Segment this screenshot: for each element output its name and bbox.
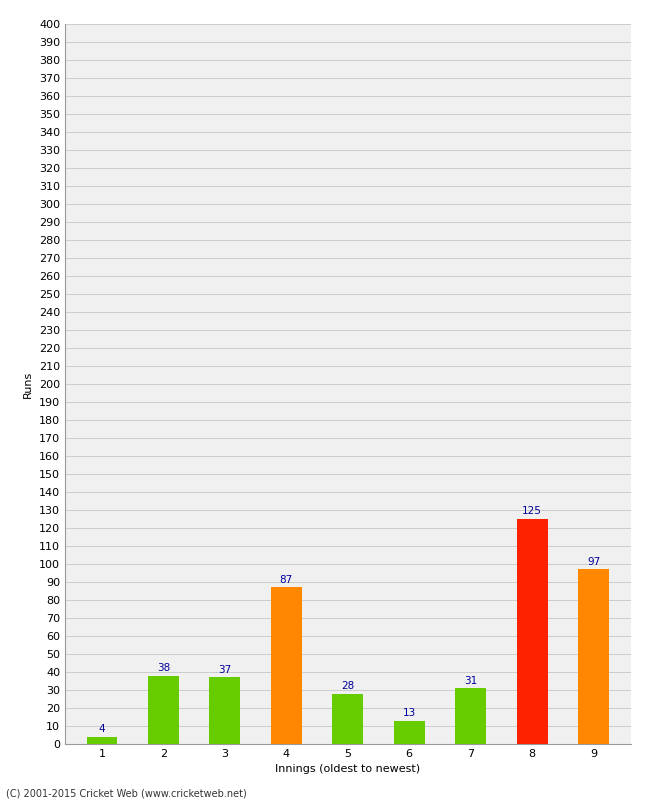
Bar [455,688,486,744]
Text: 31: 31 [464,675,477,686]
Bar [332,694,363,744]
Text: 38: 38 [157,663,170,673]
Bar [271,587,302,744]
Text: 28: 28 [341,681,354,691]
Bar [209,678,240,744]
Text: 97: 97 [587,557,600,566]
Text: 125: 125 [522,506,542,516]
Y-axis label: Runs: Runs [23,370,33,398]
Text: 4: 4 [99,724,105,734]
Bar [86,737,117,744]
Text: (C) 2001-2015 Cricket Web (www.cricketweb.net): (C) 2001-2015 Cricket Web (www.cricketwe… [6,788,247,798]
Text: 13: 13 [402,708,416,718]
Bar [517,519,547,744]
Text: 37: 37 [218,665,231,674]
Bar [148,675,179,744]
Text: 87: 87 [280,574,293,585]
X-axis label: Innings (oldest to newest): Innings (oldest to newest) [275,765,421,774]
Bar [578,570,609,744]
Bar [394,721,424,744]
